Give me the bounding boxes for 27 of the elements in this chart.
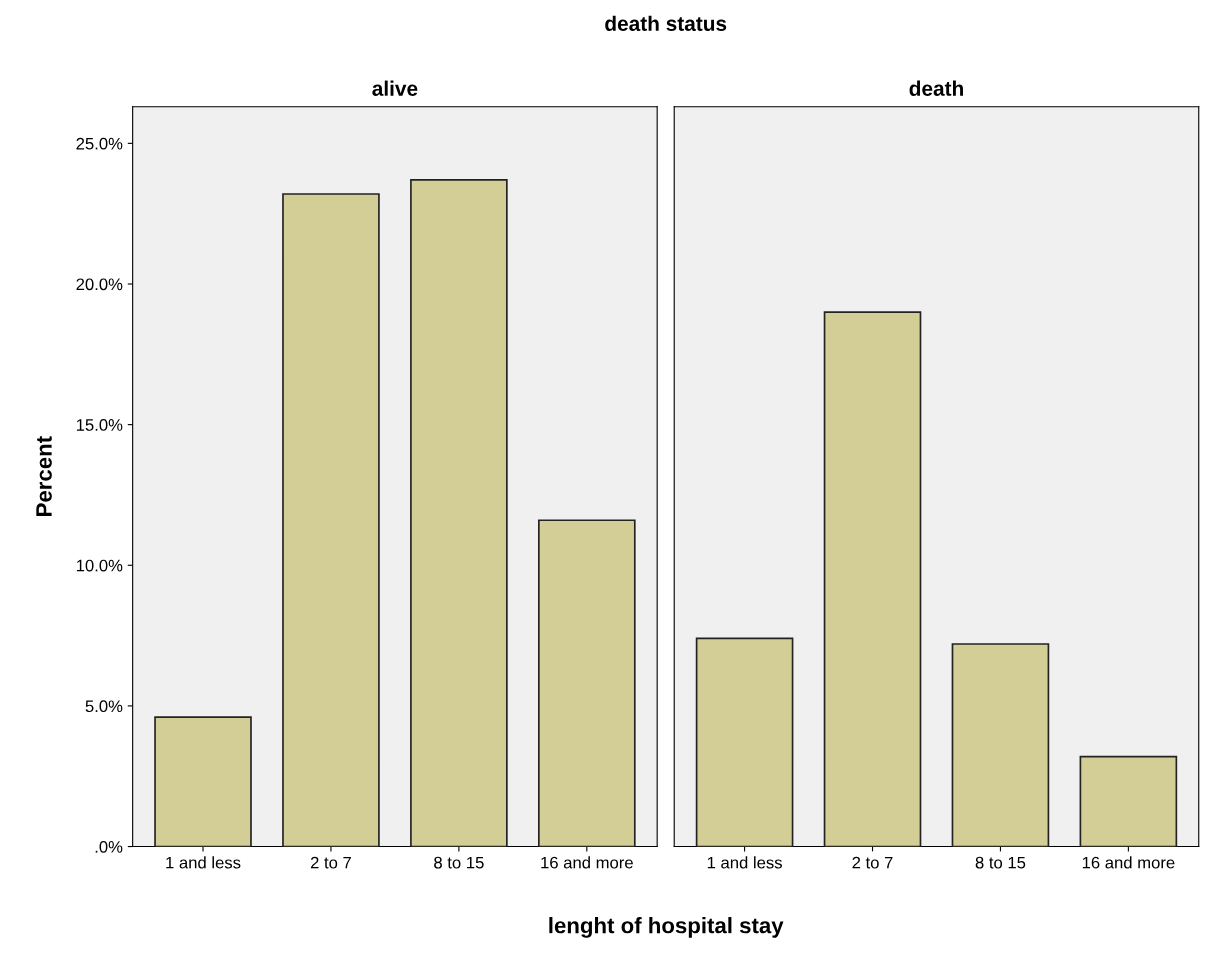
x-tick-label: 2 to 7 xyxy=(852,856,893,869)
y-tick-label: .0% xyxy=(95,840,123,853)
bar xyxy=(410,179,508,847)
y-tick-label: 15.0% xyxy=(76,419,123,431)
y-tick-label: 5.0% xyxy=(85,700,123,713)
x-tick-label: 2 to 7 xyxy=(310,856,351,869)
chart-title: death xyxy=(909,80,963,96)
bar xyxy=(1079,755,1178,847)
y-tick-label: 20.0% xyxy=(76,278,123,291)
x-tick-label: 16 and more xyxy=(1082,856,1175,869)
bar xyxy=(695,637,794,847)
chart-title: alive xyxy=(372,80,418,96)
x-tick-label: 1 and less xyxy=(707,856,782,869)
x-axis-title: lenght of hospital stay xyxy=(549,917,784,938)
bar xyxy=(951,643,1050,847)
text: death status xyxy=(605,15,727,31)
bar xyxy=(538,519,636,847)
x-tick-label: 8 to 15 xyxy=(434,856,484,869)
bar xyxy=(823,311,922,847)
bar xyxy=(154,716,252,847)
x-tick-label: 16 and more xyxy=(541,856,633,869)
y-tick-label: 10.0% xyxy=(76,559,123,572)
bar xyxy=(282,193,380,847)
x-tick-label: 1 and less xyxy=(166,856,241,869)
y-tick-label: 25.0% xyxy=(76,137,123,150)
x-tick-label: 8 to 15 xyxy=(975,856,1026,869)
y-axis-title: Percent xyxy=(36,436,52,516)
